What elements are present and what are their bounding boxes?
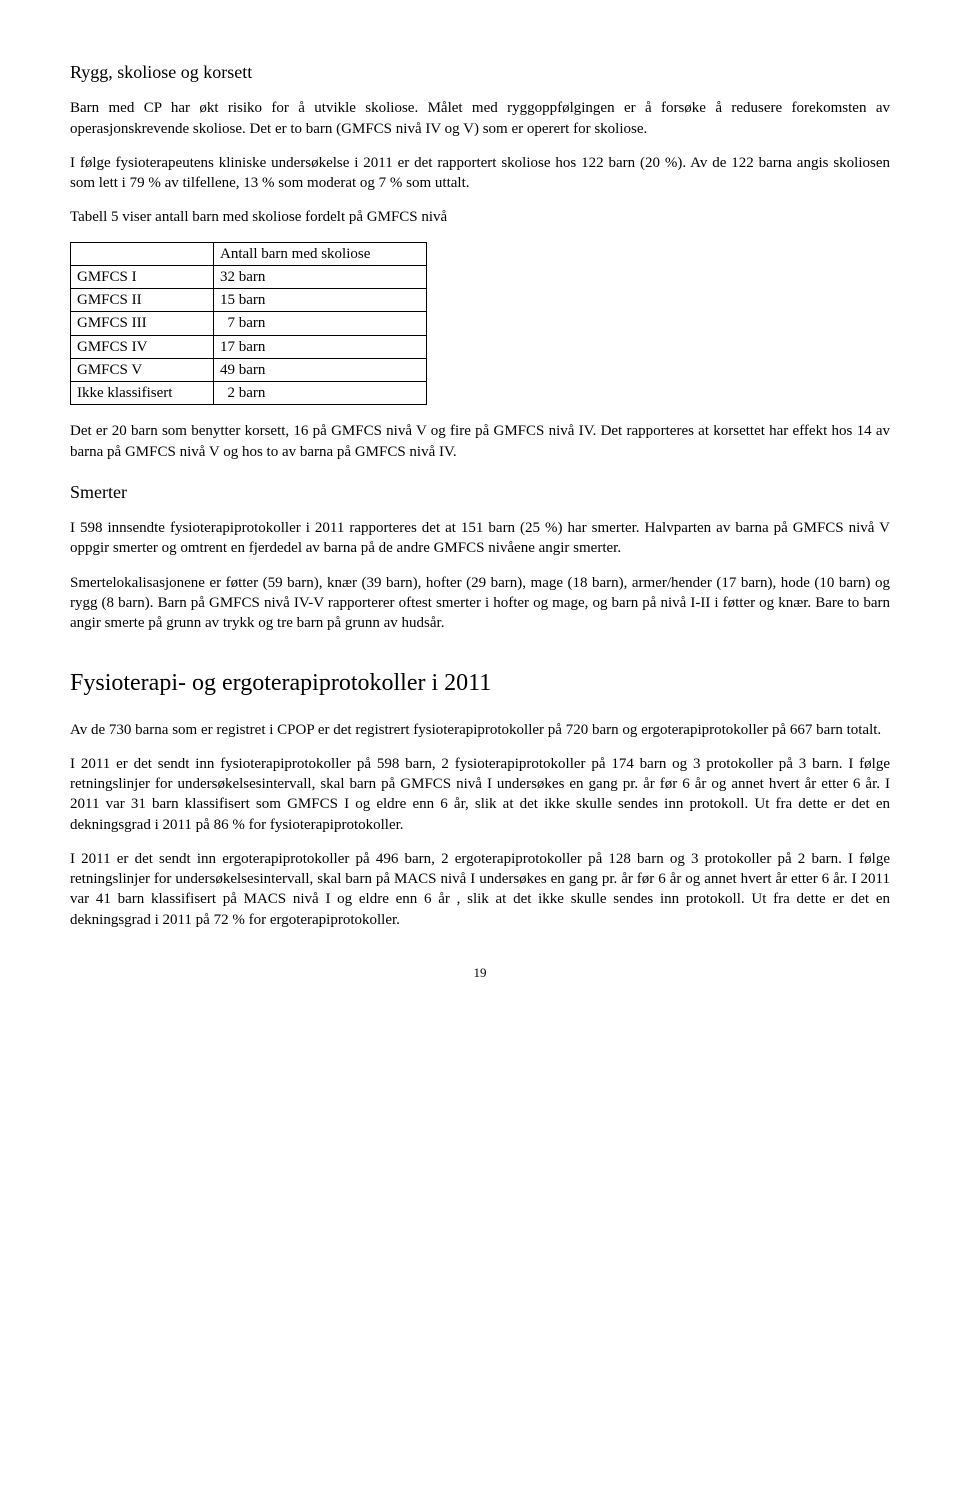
para-s1-3: Det er 20 barn som benytter korsett, 16 … — [70, 421, 890, 462]
table-cell: 32 barn — [214, 265, 427, 288]
table-row: GMFCS II 15 barn — [71, 289, 427, 312]
table-row: GMFCS V 49 barn — [71, 358, 427, 381]
skoliose-table: Antall barn med skoliose GMFCS I 32 barn… — [70, 242, 427, 406]
para-s3-2: I 2011 er det sendt inn fysioterapiproto… — [70, 754, 890, 835]
table-row: GMFCS I 32 barn — [71, 265, 427, 288]
para-s2-2: Smertelokalisasjonene er føtter (59 barn… — [70, 573, 890, 634]
table-cell: GMFCS V — [71, 358, 214, 381]
table-cell: 49 barn — [214, 358, 427, 381]
page-number: 19 — [70, 964, 890, 982]
table-cell: 15 barn — [214, 289, 427, 312]
table-cell: 7 barn — [214, 312, 427, 335]
para-s1-1: Barn med CP har økt risiko for å utvikle… — [70, 98, 890, 139]
table-header-cell — [71, 242, 214, 265]
table-cell: Ikke klassifisert — [71, 382, 214, 405]
table-cell: GMFCS I — [71, 265, 214, 288]
table-cell: GMFCS IV — [71, 335, 214, 358]
para-s1-2: I følge fysioterapeutens kliniske unders… — [70, 153, 890, 194]
table-header-row: Antall barn med skoliose — [71, 242, 427, 265]
table-row: GMFCS III 7 barn — [71, 312, 427, 335]
table-cell: GMFCS III — [71, 312, 214, 335]
heading-rygg: Rygg, skoliose og korsett — [70, 60, 890, 84]
para-s2-1: I 598 innsendte fysioterapiprotokoller i… — [70, 518, 890, 559]
table-cell: GMFCS II — [71, 289, 214, 312]
para-s3-3: I 2011 er det sendt inn ergoterapiprotok… — [70, 849, 890, 930]
table-row: GMFCS IV 17 barn — [71, 335, 427, 358]
table-row: Ikke klassifisert 2 barn — [71, 382, 427, 405]
table-cell: 17 barn — [214, 335, 427, 358]
table-caption: Tabell 5 viser antall barn med skoliose … — [70, 207, 890, 227]
heading-smerter: Smerter — [70, 480, 890, 504]
table-header-cell: Antall barn med skoliose — [214, 242, 427, 265]
heading-fysio-ergo: Fysioterapi- og ergoterapiprotokoller i … — [70, 667, 890, 699]
table-cell: 2 barn — [214, 382, 427, 405]
para-s3-1: Av de 730 barna som er registret i CPOP … — [70, 720, 890, 740]
